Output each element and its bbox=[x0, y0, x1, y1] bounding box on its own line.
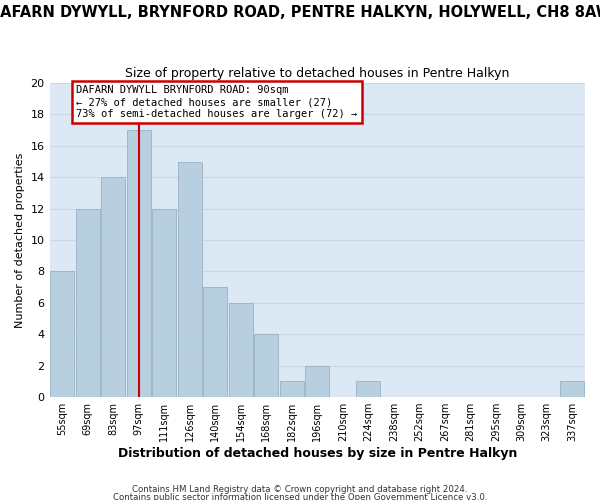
Bar bbox=[127, 130, 151, 397]
Bar bbox=[152, 208, 176, 397]
Bar bbox=[305, 366, 329, 397]
Bar bbox=[229, 303, 253, 397]
Bar bbox=[76, 208, 100, 397]
Bar bbox=[356, 382, 380, 397]
Text: DAFARN DYWYLL BRYNFORD ROAD: 90sqm
← 27% of detached houses are smaller (27)
73%: DAFARN DYWYLL BRYNFORD ROAD: 90sqm ← 27%… bbox=[76, 86, 358, 118]
Bar bbox=[101, 178, 125, 397]
Bar bbox=[178, 162, 202, 397]
Text: Contains HM Land Registry data © Crown copyright and database right 2024.: Contains HM Land Registry data © Crown c… bbox=[132, 486, 468, 494]
Text: Contains public sector information licensed under the Open Government Licence v3: Contains public sector information licen… bbox=[113, 492, 487, 500]
Y-axis label: Number of detached properties: Number of detached properties bbox=[15, 152, 25, 328]
Title: Size of property relative to detached houses in Pentre Halkyn: Size of property relative to detached ho… bbox=[125, 68, 509, 80]
Bar bbox=[254, 334, 278, 397]
Bar bbox=[560, 382, 584, 397]
Bar bbox=[50, 272, 74, 397]
Text: DAFARN DYWYLL, BRYNFORD ROAD, PENTRE HALKYN, HOLYWELL, CH8 8AW: DAFARN DYWYLL, BRYNFORD ROAD, PENTRE HAL… bbox=[0, 5, 600, 20]
Bar bbox=[203, 287, 227, 397]
X-axis label: Distribution of detached houses by size in Pentre Halkyn: Distribution of detached houses by size … bbox=[118, 447, 517, 460]
Bar bbox=[280, 382, 304, 397]
